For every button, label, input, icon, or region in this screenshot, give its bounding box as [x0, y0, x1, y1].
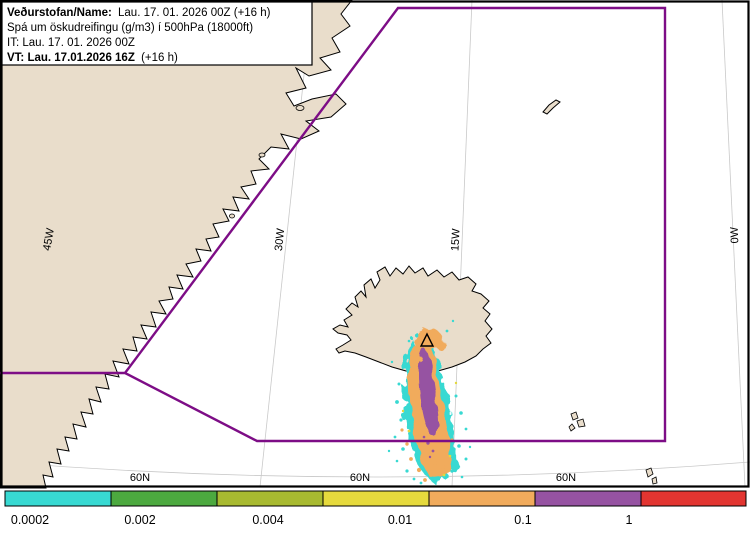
- colorbar-segment-3: [216, 490, 324, 507]
- faroe-islands: [568, 411, 586, 432]
- header-box: Veðurstofan/Name: Lau. 17. 01. 2026 00Z …: [1, 1, 313, 66]
- colorbar-label-0_1: 0.1: [514, 513, 531, 527]
- meridian-line-15w: [451, 0, 473, 488]
- parallel-line-60n: [0, 461, 750, 478]
- iceland-landmass: [332, 265, 493, 374]
- colorbar-label-0_01: 0.01: [388, 513, 412, 527]
- header-line-subtitle: Spá um öskudreifingu (g/m3) í 500hPa (18…: [7, 22, 253, 34]
- header-line-name: Veðurstofan/Name: Lau. 17. 01. 2026 00Z …: [7, 7, 271, 19]
- colorbar-segment-5: [428, 490, 536, 507]
- greenland-landmass: [0, 0, 353, 489]
- greenland-offshore-islands: [229, 105, 305, 219]
- colorbar-segment-1: [4, 490, 112, 507]
- colorbar-label-0_0002: 0.0002: [11, 513, 49, 527]
- graticule-labels: 45W 30W 15W 0W 60N 60N 60N: [41, 226, 741, 484]
- volcano-icon: [419, 332, 435, 347]
- parallel-label-60n-center: 60N: [350, 472, 370, 484]
- colorbar-segment-4: [322, 490, 430, 507]
- header-line-vt: VT: Lau. 17.01.2026 16Z (+16 h): [7, 52, 178, 64]
- parallel-label-60n-left: 60N: [130, 472, 150, 484]
- meridian-line-30w: [259, 0, 313, 488]
- colorbar-label-1: 1: [626, 513, 633, 527]
- meridian-label-45w: 45W: [41, 227, 57, 252]
- jan-mayen-island: [542, 99, 561, 115]
- header-line-it: IT: Lau. 17. 01. 2026 00Z: [7, 37, 135, 49]
- parallel-label-60n-right: 60N: [556, 472, 576, 484]
- small-islands: [645, 467, 658, 485]
- colorbar-segment-2: [110, 490, 218, 507]
- meridian-line-0w: [721, 0, 746, 488]
- ash-speckles-low: [387, 319, 472, 485]
- colorbar-label-0_002: 0.002: [124, 513, 155, 527]
- ash-plume-high-concentration: [419, 349, 439, 438]
- fir-boundary: [0, 6, 667, 443]
- colorbar-segment-6: [534, 490, 642, 507]
- ash-speckles-mid: [400, 428, 454, 482]
- colorbar-segment-7: [640, 490, 747, 507]
- meridian-label-15w: 15W: [449, 228, 462, 252]
- map-frame: [0, 0, 750, 488]
- meridian-label-30w: 30W: [273, 227, 287, 251]
- ash-speckles-mid-low: [401, 381, 458, 477]
- meridian-label-0w: 0W: [729, 226, 742, 244]
- colorbar-label-0_004: 0.004: [252, 513, 283, 527]
- header-box-background: [1, 1, 313, 66]
- colorbar: 0.0002 0.002 0.004 0.01 0.1 1: [4, 490, 747, 527]
